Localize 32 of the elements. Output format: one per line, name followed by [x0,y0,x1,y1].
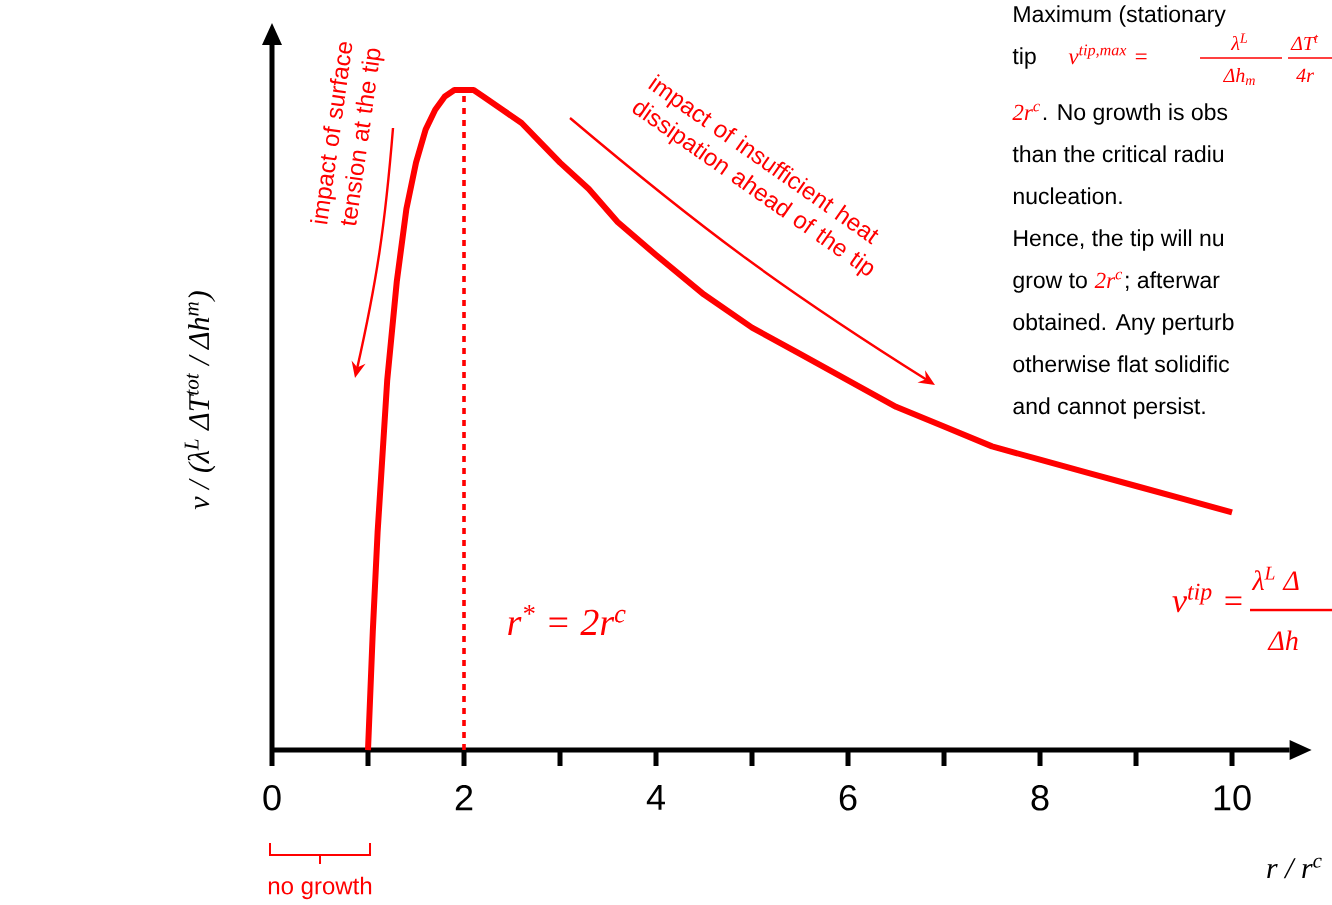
annotation: nucleation. [1013,187,1122,205]
annotation: 2r$^{c}$ [1094,271,1123,288]
text: Maximum (stationary [1014,5,1226,27]
annotation: grow to [1013,273,1087,293]
annotation: otherwise flat solidific [1013,355,1230,373]
text: Δh$_{m}$ [1222,68,1255,85]
x-tick-label: 4 [646,785,665,810]
text: λ$^{L}$ [1230,33,1248,50]
annotation: 2r$^{c}$ [1012,103,1040,120]
annotation: . No growth is obs [1043,103,1228,125]
text: ΔT$^{t}$ [1290,34,1319,50]
annotation: obtained. Any perturb [1013,313,1234,335]
text: tip [1012,47,1036,69]
text: v$^{tip,max}$ = [1068,44,1147,65]
ref-line-label: r$^{*}$ = 2r$^{c}$ [508,605,626,635]
annotation: ; afterwar [1126,271,1220,291]
x-tick-label: 8 [1031,785,1049,811]
x-axis-title: r / r$^{c}$ [1267,857,1322,879]
annotation: Δh [1267,630,1298,650]
annotation: impact of surface tension at the tip [309,42,385,226]
text: no growth [268,876,372,900]
annotation: than the critical radiu [1012,145,1224,163]
x-tick-label: 6 [839,785,857,811]
x-tick-label: 2 [455,785,473,811]
annotation: λ$^{L}$ Δ [1251,566,1299,590]
annotation: v$^{tip}$ = [1172,583,1242,613]
annotation: Hence, the tip will nu [1014,229,1224,251]
x-tick-label: 0 [263,785,281,811]
y-axis-title: v / (λ$^{L}$ ΔT$^{tot}$ / Δh$^{m}$) [184,291,216,510]
x-tick-label: 10 [1214,785,1251,811]
text: 4r [1296,68,1314,82]
annotation: and cannot persist. [1013,397,1205,419]
